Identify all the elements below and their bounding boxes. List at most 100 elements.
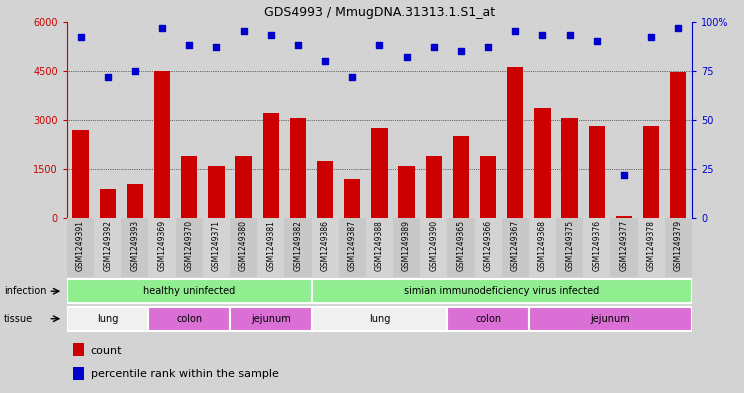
Bar: [257, 218, 284, 277]
Bar: [67, 218, 94, 277]
Bar: [126, 184, 143, 218]
Bar: [312, 307, 447, 331]
Text: GSM1249387: GSM1249387: [347, 220, 357, 271]
Bar: [312, 218, 339, 277]
Text: GSM1249377: GSM1249377: [620, 220, 629, 271]
Text: GSM1249365: GSM1249365: [457, 220, 466, 271]
Bar: [420, 218, 447, 277]
Bar: [94, 218, 121, 277]
Bar: [480, 156, 496, 218]
Text: jejunum: jejunum: [251, 314, 291, 324]
Point: [237, 28, 249, 35]
Bar: [208, 166, 225, 218]
Bar: [664, 218, 692, 277]
Point: [673, 24, 684, 31]
Bar: [501, 218, 529, 277]
Point: [183, 42, 195, 48]
Bar: [453, 136, 469, 218]
Text: GSM1249393: GSM1249393: [130, 220, 139, 271]
Point: [102, 73, 114, 80]
Bar: [289, 118, 306, 218]
Point: [536, 32, 548, 39]
Text: lung: lung: [97, 314, 118, 324]
Bar: [230, 218, 257, 277]
Bar: [475, 218, 501, 277]
Point: [292, 42, 304, 48]
Text: GSM1249379: GSM1249379: [674, 220, 683, 271]
Text: GSM1249375: GSM1249375: [565, 220, 574, 271]
Bar: [263, 113, 279, 218]
Bar: [534, 108, 551, 218]
Point: [618, 172, 630, 178]
Bar: [529, 307, 692, 331]
Bar: [235, 156, 251, 218]
Text: GSM1249376: GSM1249376: [592, 220, 601, 271]
Text: GSM1249392: GSM1249392: [103, 220, 112, 271]
Bar: [562, 118, 578, 218]
Text: lung: lung: [369, 314, 390, 324]
Bar: [230, 307, 312, 331]
Bar: [312, 279, 692, 303]
Bar: [610, 218, 638, 277]
Bar: [100, 189, 116, 218]
Point: [455, 48, 467, 54]
Point: [74, 34, 86, 40]
Bar: [67, 279, 312, 303]
Text: colon: colon: [475, 314, 501, 324]
Bar: [670, 72, 687, 218]
Text: GSM1249370: GSM1249370: [185, 220, 193, 271]
Text: GSM1249366: GSM1249366: [484, 220, 493, 271]
Text: healthy uninfected: healthy uninfected: [143, 286, 235, 296]
Text: colon: colon: [176, 314, 202, 324]
Title: GDS4993 / MmugDNA.31313.1.S1_at: GDS4993 / MmugDNA.31313.1.S1_at: [264, 6, 495, 19]
Point: [564, 32, 576, 39]
Text: GSM1249381: GSM1249381: [266, 220, 275, 271]
Text: GSM1249391: GSM1249391: [76, 220, 85, 271]
Point: [510, 28, 522, 35]
Bar: [556, 218, 583, 277]
Point: [645, 34, 657, 40]
Bar: [73, 343, 85, 356]
Point: [319, 58, 331, 64]
Point: [428, 44, 440, 50]
Bar: [154, 71, 170, 218]
Text: GSM1249382: GSM1249382: [293, 220, 302, 271]
Bar: [399, 166, 414, 218]
Point: [129, 68, 141, 74]
Point: [482, 44, 494, 50]
Bar: [643, 127, 659, 218]
Bar: [638, 218, 664, 277]
Text: count: count: [91, 345, 122, 356]
Point: [265, 32, 277, 39]
Bar: [317, 161, 333, 218]
Bar: [583, 218, 610, 277]
Bar: [121, 218, 149, 277]
Text: GSM1249386: GSM1249386: [321, 220, 330, 271]
Bar: [447, 307, 529, 331]
Bar: [72, 130, 89, 218]
Text: GSM1249388: GSM1249388: [375, 220, 384, 271]
Text: GSM1249390: GSM1249390: [429, 220, 438, 271]
Bar: [393, 218, 420, 277]
Point: [373, 42, 385, 48]
Bar: [507, 68, 524, 218]
Point: [156, 24, 168, 31]
Bar: [371, 128, 388, 218]
Text: GSM1249371: GSM1249371: [212, 220, 221, 271]
Text: tissue: tissue: [4, 314, 33, 324]
Point: [211, 44, 222, 50]
Text: infection: infection: [4, 286, 46, 296]
Text: GSM1249389: GSM1249389: [402, 220, 411, 271]
Bar: [284, 218, 312, 277]
Text: GSM1249369: GSM1249369: [158, 220, 167, 271]
Bar: [447, 218, 475, 277]
Text: GSM1249367: GSM1249367: [511, 220, 520, 271]
Text: percentile rank within the sample: percentile rank within the sample: [91, 369, 278, 379]
Bar: [616, 216, 632, 218]
Text: GSM1249368: GSM1249368: [538, 220, 547, 271]
Text: GSM1249380: GSM1249380: [239, 220, 248, 271]
Bar: [366, 218, 393, 277]
Bar: [589, 127, 605, 218]
Bar: [176, 218, 203, 277]
Bar: [426, 156, 442, 218]
